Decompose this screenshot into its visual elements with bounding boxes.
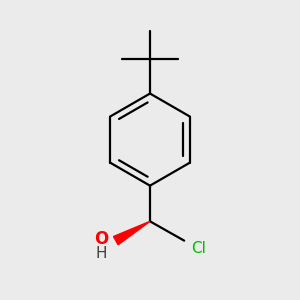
- Text: H: H: [96, 246, 107, 261]
- Text: Cl: Cl: [191, 242, 206, 256]
- Text: O: O: [94, 230, 109, 248]
- Polygon shape: [113, 221, 150, 245]
